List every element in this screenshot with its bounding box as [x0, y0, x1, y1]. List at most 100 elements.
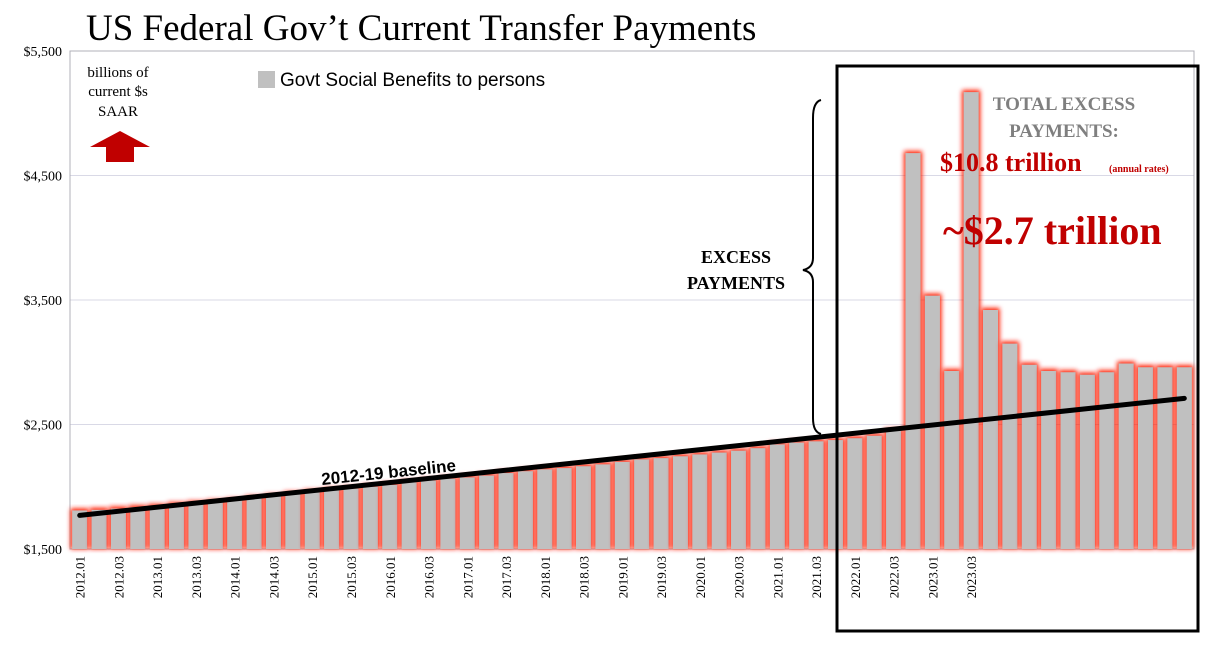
- bar: [827, 440, 844, 549]
- bar: [711, 452, 727, 549]
- up-arrow-icon: [90, 131, 150, 162]
- bar: [1118, 363, 1134, 549]
- bar: [905, 153, 921, 549]
- bar: [750, 448, 766, 549]
- x-tick-label: 2014.01: [228, 556, 243, 598]
- x-tick-label: 2017.03: [499, 556, 514, 598]
- bar: [731, 450, 747, 549]
- x-tick-label: 2022.03: [887, 556, 902, 598]
- bar: [556, 468, 572, 549]
- x-tick-label: 2013.01: [150, 556, 165, 598]
- x-tick-label: 2014.03: [266, 556, 281, 598]
- bars: [70, 90, 1194, 550]
- bar: [362, 486, 378, 549]
- bar: [130, 507, 146, 549]
- bar: [1157, 367, 1173, 549]
- bar: [517, 471, 533, 549]
- bar: [847, 438, 863, 549]
- bar: [459, 477, 475, 549]
- x-tick-label: 2021.01: [770, 556, 785, 598]
- bar: [537, 469, 553, 549]
- bar: [246, 497, 262, 549]
- bar: [944, 370, 960, 549]
- bar: [789, 442, 805, 549]
- x-tick-label: 2020.03: [732, 556, 747, 598]
- total-label-line-1: TOTAL EXCESS: [993, 94, 1135, 115]
- bar: [769, 444, 785, 549]
- bar: [72, 510, 88, 549]
- bar: [886, 430, 902, 549]
- x-tick-label: 2016.01: [383, 556, 398, 598]
- x-tick-label: 2015.01: [305, 556, 320, 598]
- bar: [614, 461, 630, 549]
- bar: [1002, 343, 1018, 549]
- bar: [343, 488, 359, 549]
- bar: [1099, 372, 1115, 549]
- unit-note-line-1: billions of: [87, 65, 148, 81]
- x-tick-label: 2023.03: [964, 556, 979, 598]
- excess-label-line-2: PAYMENTS: [687, 273, 785, 293]
- bar: [304, 491, 320, 549]
- bar: [595, 464, 611, 549]
- approx-value: ~$2.7 trillion: [943, 208, 1162, 253]
- x-tick-label: 2018.03: [577, 556, 592, 598]
- total-value: $10.8 trillion: [940, 148, 1082, 177]
- y-tick-label: $4,500: [24, 170, 63, 185]
- bar: [1021, 364, 1037, 549]
- excess-label-line-1: EXCESS: [701, 247, 771, 267]
- baseline-line: [77, 395, 1187, 518]
- covid-period-box: [835, 64, 1200, 633]
- x-tick-label: 2013.03: [189, 556, 204, 598]
- bar: [575, 466, 592, 549]
- x-tick-label: 2022.01: [848, 556, 863, 598]
- bar: [982, 309, 999, 549]
- bar: [866, 435, 882, 549]
- bar: [808, 441, 824, 549]
- x-tick-label: 2015.03: [344, 556, 359, 598]
- total-label-line-2: PAYMENTS:: [1009, 121, 1119, 142]
- x-tick-label: 2016.03: [422, 556, 437, 598]
- bar: [265, 496, 282, 549]
- y-tick-label: $1,500: [24, 543, 63, 558]
- bar: [188, 502, 204, 549]
- chart-title: US Federal Gov’t Current Transfer Paymen…: [86, 8, 756, 49]
- y-tick-label: $2,500: [24, 419, 63, 434]
- bar: [227, 500, 243, 549]
- unit-note: billions of current $s SAAR: [87, 65, 148, 120]
- bar: [498, 473, 514, 549]
- bar: [91, 509, 107, 549]
- bar: [149, 506, 165, 549]
- bar: [1079, 374, 1095, 549]
- bar: [1041, 370, 1057, 549]
- bar: [963, 92, 979, 550]
- x-tick-label: 2023.01: [925, 556, 940, 598]
- bar: [440, 478, 456, 549]
- bar: [672, 456, 689, 549]
- bar: [653, 458, 669, 549]
- bar: [1137, 367, 1154, 549]
- bar: [285, 493, 301, 549]
- total-note: (annual rates): [1109, 164, 1169, 175]
- unit-note-line-2: current $s: [88, 84, 148, 100]
- x-tick-label: 2021.03: [809, 556, 824, 598]
- plot-frame: [69, 50, 1195, 550]
- bar: [479, 475, 495, 549]
- x-axis: 2012.01 2012.03 2013.01 2013.03 2014.01 2014.…: [73, 556, 979, 598]
- bar: [1176, 367, 1192, 549]
- excess-brace: [802, 99, 822, 435]
- legend: Govt Social Benefits to persons: [258, 70, 545, 91]
- bar: [634, 459, 650, 549]
- bar: [924, 295, 940, 549]
- x-tick-label: 2019.01: [615, 556, 630, 598]
- x-tick-label: 2017.01: [460, 556, 475, 598]
- bar: [420, 480, 437, 549]
- x-tick-label: 2019.03: [654, 556, 669, 598]
- x-tick-label: 2020.01: [693, 556, 708, 598]
- bar: [207, 501, 223, 549]
- bar: [169, 504, 185, 549]
- y-tick-label: $3,500: [24, 294, 63, 309]
- bar: [382, 484, 398, 549]
- y-tick-label: $5,500: [24, 45, 63, 60]
- bar: [401, 482, 417, 549]
